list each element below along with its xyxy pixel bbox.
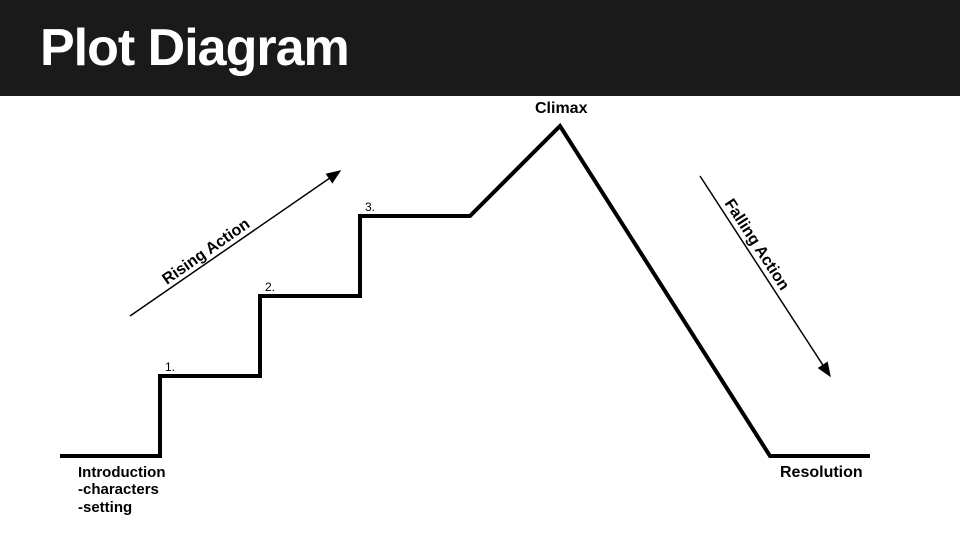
introduction-line: Introduction — [78, 464, 165, 481]
slide-header: Plot Diagram — [0, 0, 960, 96]
plot-polyline — [60, 126, 870, 456]
resolution-label: Resolution — [780, 464, 863, 482]
introduction-label: Introduction-characters-setting — [78, 464, 165, 516]
plot-diagram: Climax Resolution Introduction-character… — [0, 96, 960, 526]
step-number: 2. — [265, 280, 275, 294]
diagram-svg — [0, 96, 960, 526]
step-number: 1. — [165, 360, 175, 374]
introduction-line: -characters — [78, 481, 165, 498]
introduction-line: -setting — [78, 499, 165, 516]
climax-label: Climax — [535, 100, 587, 118]
step-number: 3. — [365, 200, 375, 214]
slide-title: Plot Diagram — [40, 18, 920, 78]
